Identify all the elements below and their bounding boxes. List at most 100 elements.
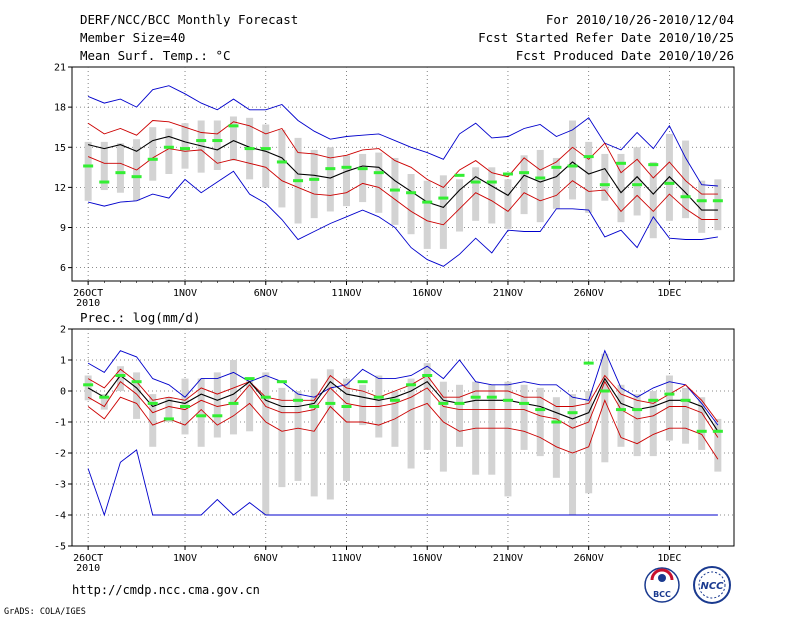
temp-xtick-label: 1NOV (173, 288, 197, 299)
temp-spread-bar (520, 155, 528, 215)
temp-spread-bar (504, 179, 512, 229)
prec-median-marker (244, 377, 255, 381)
prec-spread-bar (326, 369, 334, 500)
header-member-size: Member Size=40 (80, 30, 185, 45)
temp-median-marker (212, 139, 223, 143)
temp-median-marker (196, 139, 207, 143)
prec-spread-bar (359, 384, 367, 426)
bcc-logo-dot (658, 574, 666, 582)
prec-median-marker (180, 405, 191, 408)
prec-median-marker (115, 374, 126, 377)
prec-spread-bar (229, 360, 237, 435)
prec-spread-bar (488, 384, 496, 475)
temp-median-marker (680, 195, 691, 199)
temp-spread-bar (84, 141, 92, 201)
temp-median-marker (664, 181, 675, 185)
temp-spread-bar (229, 116, 237, 161)
temp-median-marker (131, 175, 142, 179)
prec-median-marker (712, 429, 723, 433)
temp-median-marker (260, 147, 271, 151)
prec-median-marker (325, 401, 336, 405)
prec-spread-bar (133, 372, 141, 419)
temp-spread-bar (149, 127, 157, 181)
prec-median-marker (406, 383, 417, 387)
prec-line-mean-minus-sd (87, 380, 719, 438)
prec-median-marker (196, 414, 207, 418)
prec-median-marker (567, 411, 578, 415)
temp-spread-bar (197, 120, 205, 173)
temp-median-marker (615, 161, 626, 165)
prec-median-marker (664, 392, 675, 396)
prec-spread-bar (698, 397, 706, 450)
temp-median-marker (551, 165, 562, 169)
temp-median-marker (486, 180, 497, 184)
temp-spread-bar (262, 124, 270, 188)
prec-spread-bar (197, 378, 205, 447)
temp-median-marker (357, 167, 368, 171)
temp-median-marker (712, 199, 723, 203)
temp-spread-bar (310, 149, 318, 219)
temp-median-marker (535, 176, 546, 180)
temp-xtick-label: 6NOV (254, 288, 278, 299)
prec-spread-bar (423, 363, 431, 450)
temp-xtick-year: 2010 (76, 298, 100, 309)
prec-ytick-label: 1 (60, 356, 66, 367)
temp-spread-bar (552, 157, 560, 209)
prec-median-marker (470, 395, 481, 399)
prec-spread-bar (213, 372, 221, 438)
temp-ytick-label: 9 (60, 223, 66, 234)
ncc-logo-ring (693, 566, 731, 604)
prec-median-marker (99, 395, 110, 399)
temp-median-marker (567, 164, 578, 168)
temp-median-marker (373, 171, 384, 175)
prec-spread-bar (100, 394, 108, 410)
temp-ytick-label: 21 (54, 63, 66, 74)
temp-xtick-label: 21NOV (493, 288, 523, 299)
prec-median-marker (599, 389, 610, 393)
header-produced-date: Fcst Produced Date 2010/10/26 (516, 48, 734, 63)
prec-median-marker (519, 401, 530, 405)
prec-spread-bar (633, 394, 641, 457)
temp-median-marker (583, 155, 594, 159)
temp-median-marker (180, 147, 191, 151)
temp-median-marker (99, 180, 110, 184)
ncc-logo-text: NCC (700, 581, 724, 592)
temp-xtick-label: 26NOV (574, 288, 604, 299)
prec-median-marker (551, 420, 562, 424)
prec-median-marker (680, 398, 691, 402)
prec-median-marker (212, 414, 223, 418)
footer-url[interactable]: http://cmdp.ncc.cma.gov.cn (72, 583, 260, 597)
prec-median-marker (454, 401, 465, 405)
prec-spread-bar (407, 378, 415, 469)
temp-median-marker (502, 172, 513, 176)
header-period: For 2010/10/26-2010/12/04 (546, 12, 734, 27)
prec-spread-bar (246, 378, 254, 432)
temp-median-marker (325, 167, 336, 171)
temp-ytick-label: 12 (54, 183, 66, 194)
prec-median-marker (147, 401, 158, 405)
temp-line-mean-minus-sd (87, 148, 718, 226)
temp-median-marker (696, 199, 707, 203)
temp-median-marker (341, 165, 352, 169)
prec-ytick-label: -2 (54, 449, 66, 460)
prec-median-marker (83, 383, 94, 387)
temp-median-marker (228, 124, 239, 128)
temp-median-marker (147, 157, 158, 161)
temp-median-marker (454, 173, 465, 177)
prec-median-marker (696, 429, 707, 433)
temp-spread-bar (601, 153, 609, 201)
temp-spread-bar (536, 149, 544, 223)
prec-median-marker (163, 417, 174, 421)
temp-median-marker (470, 180, 481, 184)
temp-spread-bar (326, 147, 334, 212)
prec-line-mean-plus-sd (87, 368, 719, 423)
prec-spread-bar (714, 418, 722, 472)
temp-median-marker (406, 191, 417, 195)
prec-xtick-label: 1NOV (173, 553, 197, 564)
bcc-logo-text: BCC (653, 590, 671, 599)
prec-median-marker (502, 398, 513, 402)
prec-ytick-label: 2 (60, 325, 66, 336)
